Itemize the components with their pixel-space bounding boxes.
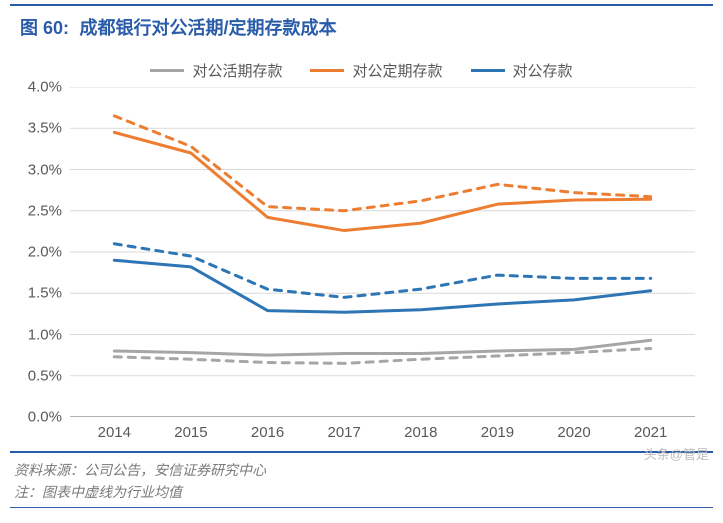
note-text: 注：图表中虚线为行业均值 <box>14 481 713 503</box>
legend-label: 对公定期存款 <box>352 60 442 81</box>
y-axis-tick-label: 1.0% <box>14 326 62 343</box>
x-axis-tick-label: 2021 <box>634 424 667 441</box>
figure-header: 图 60: 成都银行对公活期/定期存款成本 <box>10 4 713 48</box>
y-axis-tick-label: 4.0% <box>14 79 62 96</box>
y-axis-tick-label: 0.0% <box>14 409 62 426</box>
y-axis-tick-label: 1.5% <box>14 285 62 302</box>
legend-item: 对公存款 <box>471 60 573 81</box>
figure-footer: 资料来源：公司公告，安信证券研究中心 注：图表中虚线为行业均值 <box>10 451 713 508</box>
y-axis-tick-label: 2.5% <box>14 202 62 219</box>
y-axis-tick-label: 0.5% <box>14 367 62 384</box>
x-axis-tick-label: 2014 <box>98 424 131 441</box>
series-line <box>114 132 650 230</box>
legend-swatch <box>150 69 184 72</box>
chart-legend: 对公活期存款 对公定期存款 对公存款 <box>0 48 723 87</box>
legend-swatch <box>310 69 344 72</box>
series-line <box>114 116 650 211</box>
legend-label: 对公活期存款 <box>192 60 282 81</box>
figure-title: 成都银行对公活期/定期存款成本 <box>79 18 336 38</box>
x-axis-tick-label: 2020 <box>557 424 590 441</box>
y-axis-tick-label: 3.5% <box>14 120 62 137</box>
figure-number: 图 60: <box>20 18 69 38</box>
legend-item: 对公定期存款 <box>310 60 442 81</box>
series-line <box>114 260 650 312</box>
watermark: 头条@管是 <box>644 444 709 463</box>
source-text: 资料来源：公司公告，安信证券研究中心 <box>14 459 713 481</box>
y-axis-tick-label: 3.0% <box>14 161 62 178</box>
chart-area: 0.0%0.5%1.0%1.5%2.0%2.5%3.0%3.5%4.0% 201… <box>70 87 695 417</box>
x-axis-tick-label: 2017 <box>328 424 361 441</box>
legend-label: 对公存款 <box>513 60 573 81</box>
x-axis-tick-label: 2018 <box>404 424 437 441</box>
x-axis-tick-label: 2015 <box>174 424 207 441</box>
legend-swatch <box>471 69 505 72</box>
x-axis-tick-label: 2019 <box>481 424 514 441</box>
legend-item: 对公活期存款 <box>150 60 282 81</box>
x-axis-tick-label: 2016 <box>251 424 284 441</box>
y-axis-tick-label: 2.0% <box>14 244 62 261</box>
line-chart <box>70 87 695 417</box>
